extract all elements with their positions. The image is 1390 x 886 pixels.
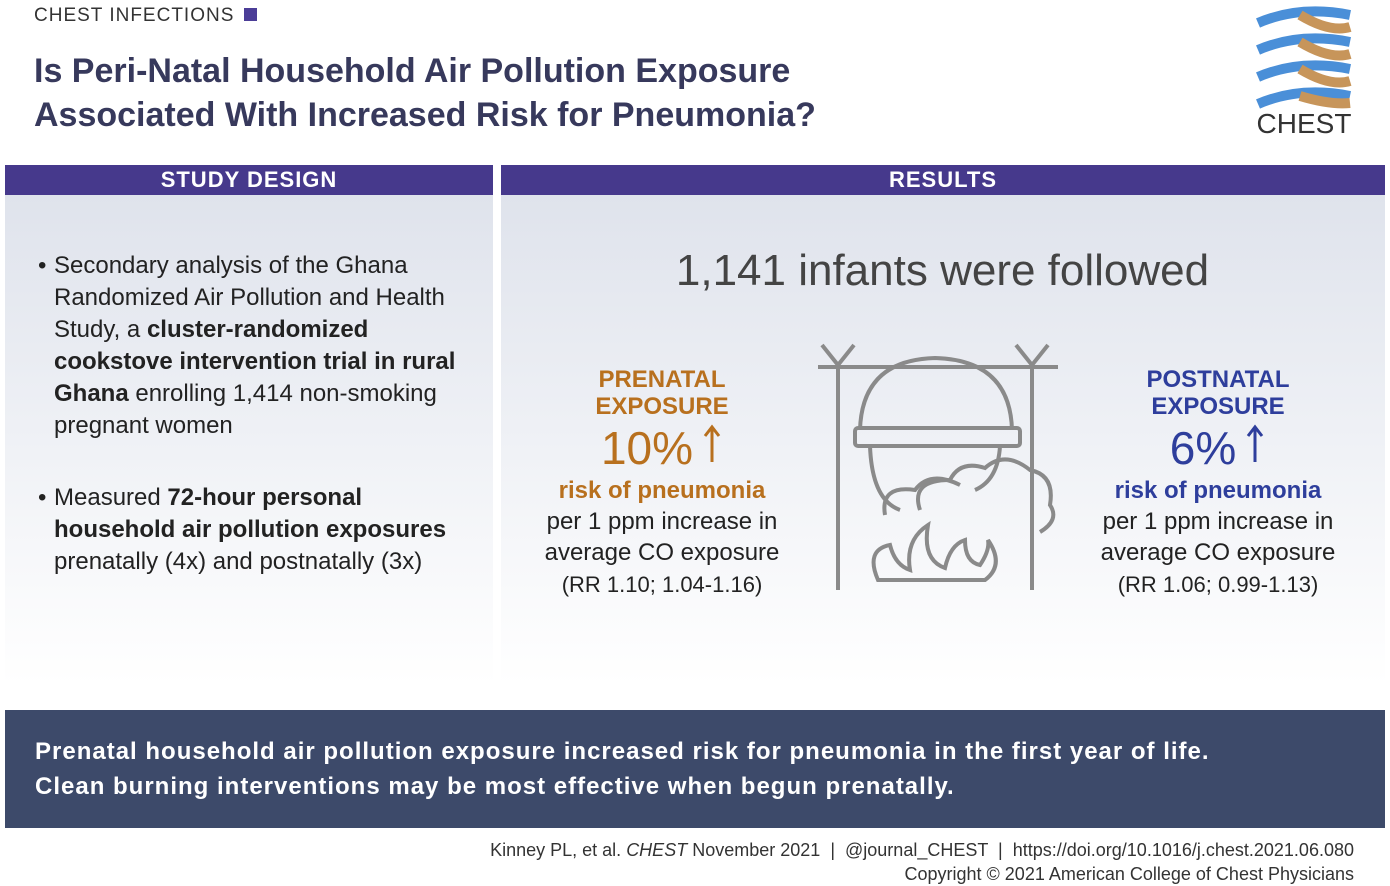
risk-label: risk of pneumonia bbox=[1114, 477, 1322, 504]
conclusion-line: Clean burning interventions may be most … bbox=[35, 773, 955, 800]
percent: 6% bbox=[1169, 422, 1237, 474]
conclusion: Prenatal household air pollution exposur… bbox=[5, 710, 1385, 828]
percent: 10% bbox=[600, 422, 694, 474]
exposure-label: PRENATAL bbox=[598, 366, 726, 393]
headline: 1,141 infants were followed bbox=[675, 246, 1210, 295]
title-line: Is Peri-Natal Household Air Pollution Ex… bbox=[34, 52, 791, 90]
text-segment: Measured bbox=[54, 484, 168, 511]
detail: average CO exposure bbox=[1100, 539, 1336, 566]
confidence-interval: (RR 1.10; 1.04-1.16) bbox=[561, 572, 763, 597]
doi[interactable]: https://doi.org/10.1016/j.chest.2021.06.… bbox=[1012, 840, 1354, 860]
panel bbox=[501, 195, 1385, 685]
up-arrow bbox=[703, 424, 721, 462]
confidence-interval: (RR 1.06; 0.99-1.13) bbox=[1117, 572, 1319, 597]
conclusion-line: Prenatal household air pollution exposur… bbox=[35, 738, 1210, 765]
logo: CHEST bbox=[1256, 6, 1352, 139]
text-segment: Secondary analysis of the Ghana Randomiz… bbox=[54, 252, 445, 343]
text-segment: cluster-randomized cookstove interventio… bbox=[54, 316, 456, 407]
journal: CHEST bbox=[626, 840, 688, 860]
category: CHEST INFECTIONS bbox=[34, 5, 235, 26]
bullet-text: Secondary analysis of the Ghana Randomiz… bbox=[54, 250, 478, 442]
bullet-list: • Secondary analysis of the Ghana Randomi… bbox=[38, 250, 478, 618]
panel bbox=[5, 195, 493, 685]
bullet: • Measured 72-hour personal household air… bbox=[38, 482, 478, 578]
exposure-label: EXPOSURE bbox=[1151, 393, 1285, 420]
date: November 2021 bbox=[692, 840, 821, 860]
exposure-label: EXPOSURE bbox=[595, 393, 729, 420]
detail: per 1 ppm increase in bbox=[546, 508, 778, 535]
up-arrow bbox=[1247, 424, 1264, 462]
text-segment: prenatally (4x) and postnatally (3x) bbox=[54, 548, 423, 575]
copyright: Copyright © 2021 American College of Che… bbox=[904, 864, 1355, 884]
cookstove-illustration bbox=[818, 343, 1058, 590]
title-line: Associated With Increased Risk for Pneum… bbox=[34, 96, 816, 134]
citation: Kinney PL, et al. CHEST November 2021 | … bbox=[490, 840, 1354, 861]
category-label: CHEST INFECTIONS bbox=[34, 5, 258, 27]
detail: average CO exposure bbox=[544, 539, 780, 566]
section-heading: RESULTS bbox=[501, 165, 1385, 195]
exposure-label: POSTNATAL bbox=[1146, 366, 1290, 393]
risk-increase: 10% bbox=[512, 420, 812, 476]
result-column: POSTNATAL EXPOSURE 6% risk of pneumonia per … bbox=[1068, 366, 1368, 602]
author: Kinney PL, et al. bbox=[490, 840, 622, 860]
result-column: PRENATAL EXPOSURE 10% risk of pneumonia per … bbox=[512, 366, 812, 602]
text-segment: enrolling 1,414 non-smoking pregnant wom… bbox=[54, 380, 437, 439]
detail: per 1 ppm increase in bbox=[1102, 508, 1334, 535]
section-heading: STUDY DESIGN bbox=[5, 165, 493, 195]
bullet: • Secondary analysis of the Ghana Randomi… bbox=[38, 250, 478, 442]
risk-increase: 6% bbox=[1068, 420, 1368, 476]
bullet-text: Measured 72-hour personal household air … bbox=[54, 482, 478, 578]
handle: @journal_CHEST bbox=[845, 840, 989, 860]
risk-label: risk of pneumonia bbox=[558, 477, 766, 504]
logo-text: CHEST bbox=[1257, 108, 1352, 139]
separator: | bbox=[830, 840, 835, 860]
separator: | bbox=[998, 840, 1003, 860]
text-segment: 72-hour personal household air pollution… bbox=[54, 484, 447, 543]
bullet-dot: • bbox=[38, 484, 47, 511]
bullet-dot: • bbox=[38, 252, 47, 279]
